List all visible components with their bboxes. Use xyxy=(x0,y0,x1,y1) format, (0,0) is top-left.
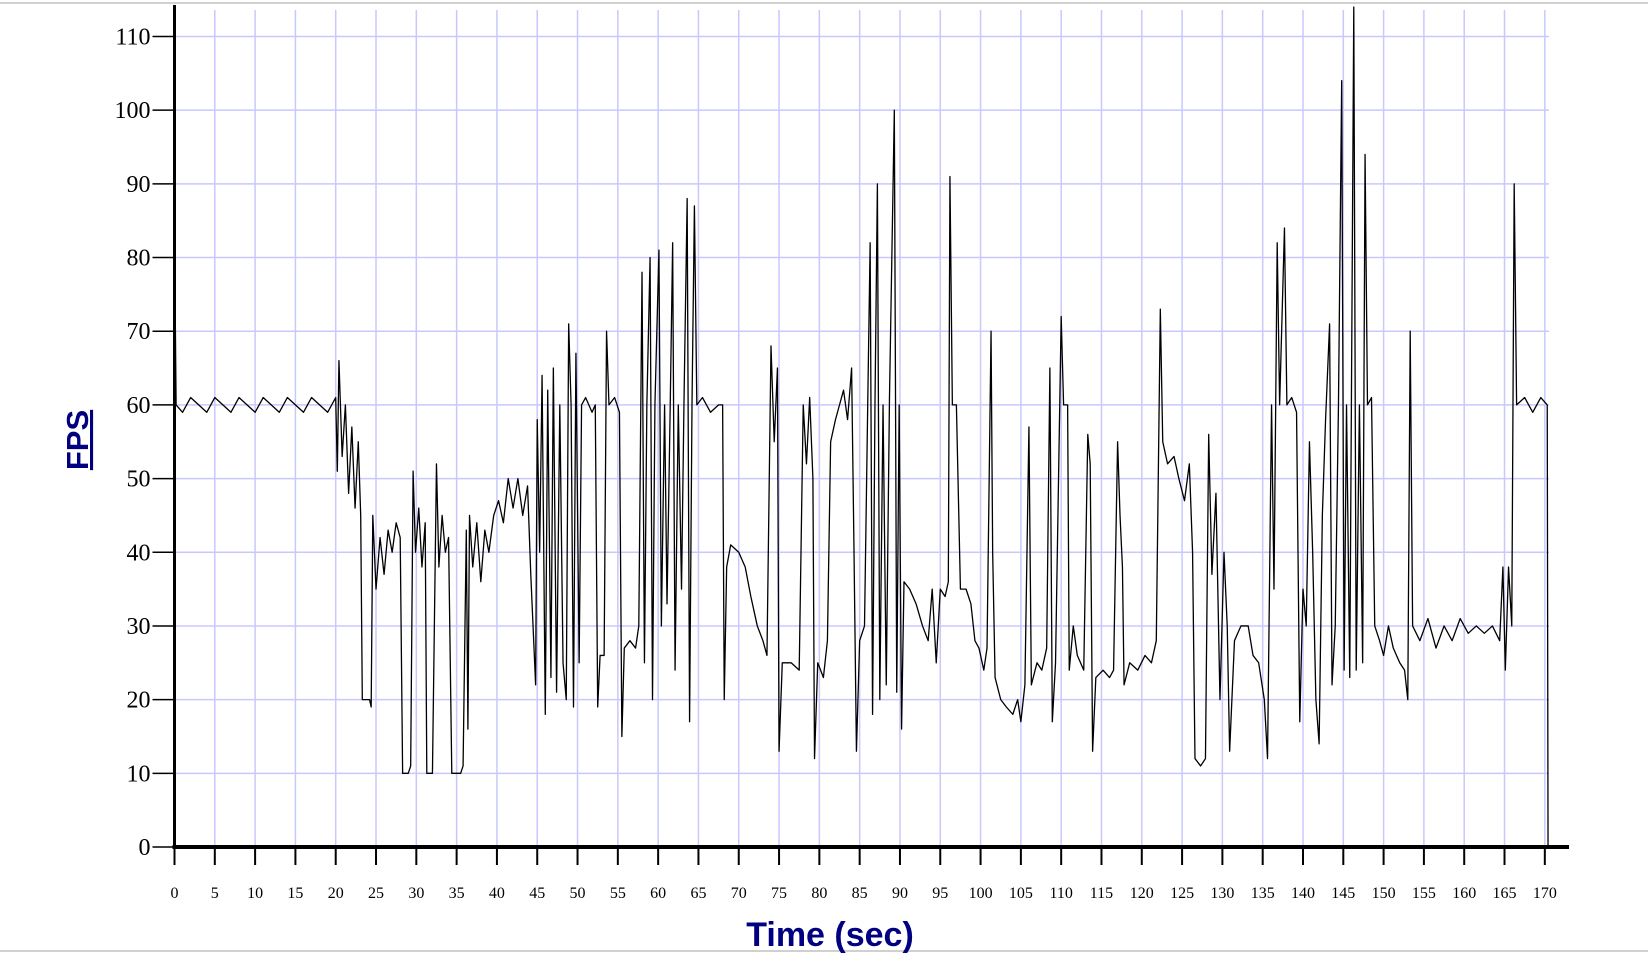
x-tick-label: 20 xyxy=(328,885,344,902)
x-tick-label: 145 xyxy=(1331,885,1355,902)
y-tick-label: 100 xyxy=(115,98,151,124)
x-axis-label: Time (sec) xyxy=(746,916,914,953)
x-tick-label: 130 xyxy=(1210,885,1234,902)
x-tick-label: 90 xyxy=(892,885,908,902)
y-tick-label: 110 xyxy=(115,24,150,50)
x-tick-label: 35 xyxy=(449,885,465,902)
x-tick-label: 30 xyxy=(408,885,424,902)
x-tick-label: 75 xyxy=(771,885,787,902)
x-tick-label: 50 xyxy=(570,885,586,902)
y-axis-label: FPS xyxy=(60,410,95,470)
x-tick-label: 140 xyxy=(1291,885,1315,902)
plot-area xyxy=(173,6,1549,848)
y-tick-label: 30 xyxy=(127,614,151,640)
x-tick-label: 155 xyxy=(1412,885,1436,902)
x-tick-label: 165 xyxy=(1493,885,1517,902)
x-tick-label: 100 xyxy=(969,885,993,902)
x-tick-label: 10 xyxy=(247,885,263,902)
x-tick-label: 85 xyxy=(852,885,868,902)
x-tick-label: 110 xyxy=(1049,885,1072,902)
y-tick-label: 20 xyxy=(127,688,151,714)
axes: 0 10 20 30 40 50 60 70 80 90 100 110 0 5 10 15 20 25 30 35 4… xyxy=(115,5,1569,902)
x-tick-label: 135 xyxy=(1251,885,1275,902)
y-tick-label: 10 xyxy=(127,761,151,787)
x-tick-label: 45 xyxy=(529,885,545,902)
x-tick-label: 5 xyxy=(211,885,219,902)
x-tick-label: 60 xyxy=(650,885,666,902)
data-line xyxy=(173,6,1549,848)
x-tick-label: 170 xyxy=(1533,885,1557,902)
x-tick-label: 120 xyxy=(1130,885,1154,902)
x-tick-label: 0 xyxy=(171,885,179,902)
x-tick-label: 65 xyxy=(690,885,706,902)
x-tick-label: 25 xyxy=(368,885,384,902)
x-tick-label: 160 xyxy=(1452,885,1476,902)
x-tick-label: 40 xyxy=(489,885,505,902)
x-tick-label: 55 xyxy=(610,885,626,902)
y-tick-label: 50 xyxy=(127,467,151,493)
x-tick-label: 125 xyxy=(1170,885,1194,902)
y-tick-label: 40 xyxy=(127,540,151,566)
x-tick-label: 15 xyxy=(287,885,303,902)
x-tick-label: 150 xyxy=(1372,885,1396,902)
x-tick-label: 80 xyxy=(811,885,827,902)
y-tick-label: 0 xyxy=(139,835,151,861)
y-tick-label: 60 xyxy=(127,393,151,419)
y-tick-label: 70 xyxy=(127,319,151,345)
x-tick-label: 70 xyxy=(731,885,747,902)
grid xyxy=(173,10,1549,848)
x-tick-label: 105 xyxy=(1009,885,1033,902)
x-tick-label: 95 xyxy=(932,885,948,902)
y-tick-label: 90 xyxy=(127,172,151,198)
y-tick-label: 80 xyxy=(127,246,151,272)
x-tick-label: 115 xyxy=(1090,885,1113,902)
